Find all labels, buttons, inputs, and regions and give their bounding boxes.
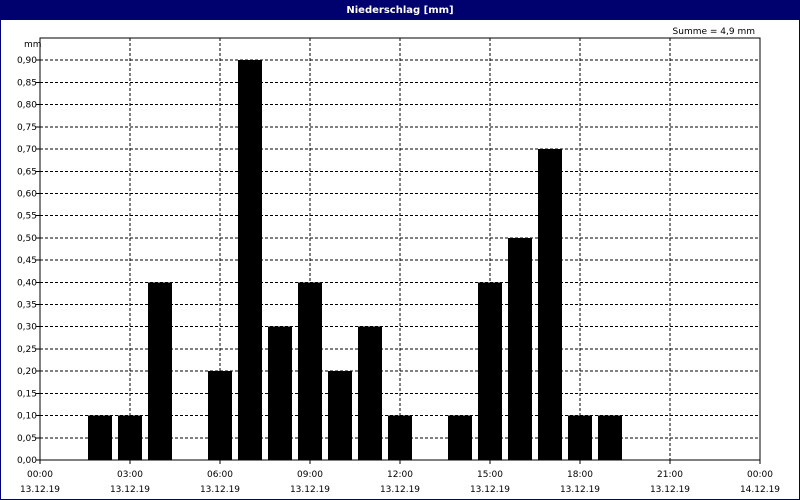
- precipitation-bar: [88, 415, 112, 460]
- y-tick-label: 0,60: [17, 189, 37, 199]
- y-tick-label: 0,15: [17, 389, 37, 399]
- precipitation-bar: [508, 237, 532, 460]
- x-tick-date-label: 13.12.19: [380, 485, 420, 495]
- x-tick-time-label: 00:00: [27, 470, 53, 480]
- x-tick-time-label: 09:00: [297, 470, 323, 480]
- y-tick-label: 0,20: [17, 367, 37, 377]
- y-tick-label: 0,70: [17, 145, 37, 155]
- x-tick-time-label: 18:00: [567, 470, 593, 480]
- x-tick-time-label: 12:00: [387, 470, 413, 480]
- precipitation-bar: [208, 371, 232, 460]
- chart-title: Niederschlag [mm]: [0, 0, 800, 20]
- x-tick-time-label: 06:00: [207, 470, 233, 480]
- x-tick-date-label: 13.12.19: [200, 485, 240, 495]
- y-tick-label: 0,30: [17, 323, 37, 333]
- x-tick-time-label: 21:00: [657, 470, 683, 480]
- precipitation-bar: [358, 326, 382, 460]
- precipitation-bar: [538, 149, 562, 461]
- tick-labels: 0,00 0,05 0,10 0,15 0,20 0,25 0,30 0,35 0,40 0,45…: [17, 56, 780, 495]
- precipitation-bar: [448, 415, 472, 460]
- x-tick-date-label: 13.12.19: [650, 485, 690, 495]
- x-tick-date-label: 13.12.19: [110, 485, 150, 495]
- y-tick-label: 0,35: [17, 301, 37, 311]
- axes: [36, 37, 761, 464]
- precipitation-bar: [598, 415, 622, 460]
- x-tick-date-label: 13.12.19: [470, 485, 510, 495]
- y-tick-label: 0,05: [17, 434, 37, 444]
- bar-series: [88, 60, 622, 461]
- y-tick-label: 0,50: [17, 234, 37, 244]
- y-axis-unit-label: mm: [24, 40, 42, 50]
- y-tick-label: 0,55: [17, 212, 37, 222]
- y-tick-label: 0,45: [17, 256, 37, 266]
- precipitation-bar: [388, 415, 412, 460]
- y-tick-label: 0,80: [17, 101, 37, 111]
- x-tick-time-label: 15:00: [477, 470, 503, 480]
- precipitation-bar: [268, 326, 292, 460]
- y-tick-label: 0,10: [17, 412, 37, 422]
- precipitation-bar: [148, 282, 172, 460]
- precipitation-bar: [298, 282, 322, 460]
- x-tick-date-label: 13.12.19: [20, 485, 60, 495]
- x-tick-time-label: 00:00: [747, 470, 773, 480]
- y-tick-label: 0,90: [17, 56, 37, 66]
- y-tick-label: 0,25: [17, 345, 37, 355]
- y-tick-label: 0,65: [17, 167, 37, 177]
- sum-annotation: Summe = 4,9 mm: [673, 27, 755, 37]
- x-tick-time-label: 03:00: [117, 470, 143, 480]
- y-tick-label: 0,40: [17, 278, 37, 288]
- precipitation-bar: [238, 60, 262, 461]
- x-tick-date-label: 13.12.19: [290, 485, 330, 495]
- x-tick-date-label: 14.12.19: [740, 485, 780, 495]
- y-tick-label: 0,85: [17, 78, 37, 88]
- precipitation-bar: [568, 415, 592, 460]
- x-tick-date-label: 13.12.19: [560, 485, 600, 495]
- y-tick-label: 0,75: [17, 123, 37, 133]
- precipitation-bar: [118, 415, 142, 460]
- precipitation-bar: [478, 282, 502, 460]
- precipitation-bar: [328, 371, 352, 460]
- plot-border: [39, 37, 761, 461]
- y-tick-label: 0,00: [17, 456, 37, 466]
